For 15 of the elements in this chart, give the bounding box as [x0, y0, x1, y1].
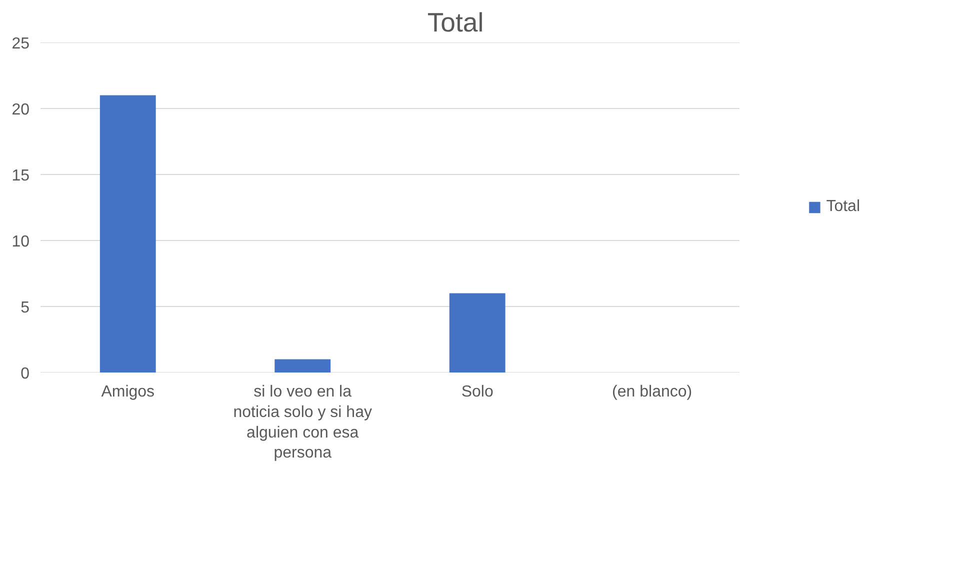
y-tick-label: 0 [20, 366, 30, 382]
legend-label: Total [826, 198, 860, 216]
bar [449, 293, 506, 372]
y-tick-label: 5 [20, 300, 30, 316]
y-tick-label: 10 [12, 234, 30, 250]
y-tick-label: 15 [12, 168, 30, 184]
x-tick-label: si lo veo en la noticia solo y si hay alguien con esa persona [233, 384, 372, 462]
y-tick-label: 20 [12, 102, 30, 118]
bar [274, 359, 331, 372]
chart-title: Total [427, 8, 484, 38]
x-tick-label: Amigos [101, 384, 155, 400]
y-tick-label: 25 [12, 36, 30, 52]
bar [100, 95, 156, 372]
x-tick-label: (en blanco) [612, 384, 692, 400]
x-tick-label: Solo [461, 384, 494, 400]
